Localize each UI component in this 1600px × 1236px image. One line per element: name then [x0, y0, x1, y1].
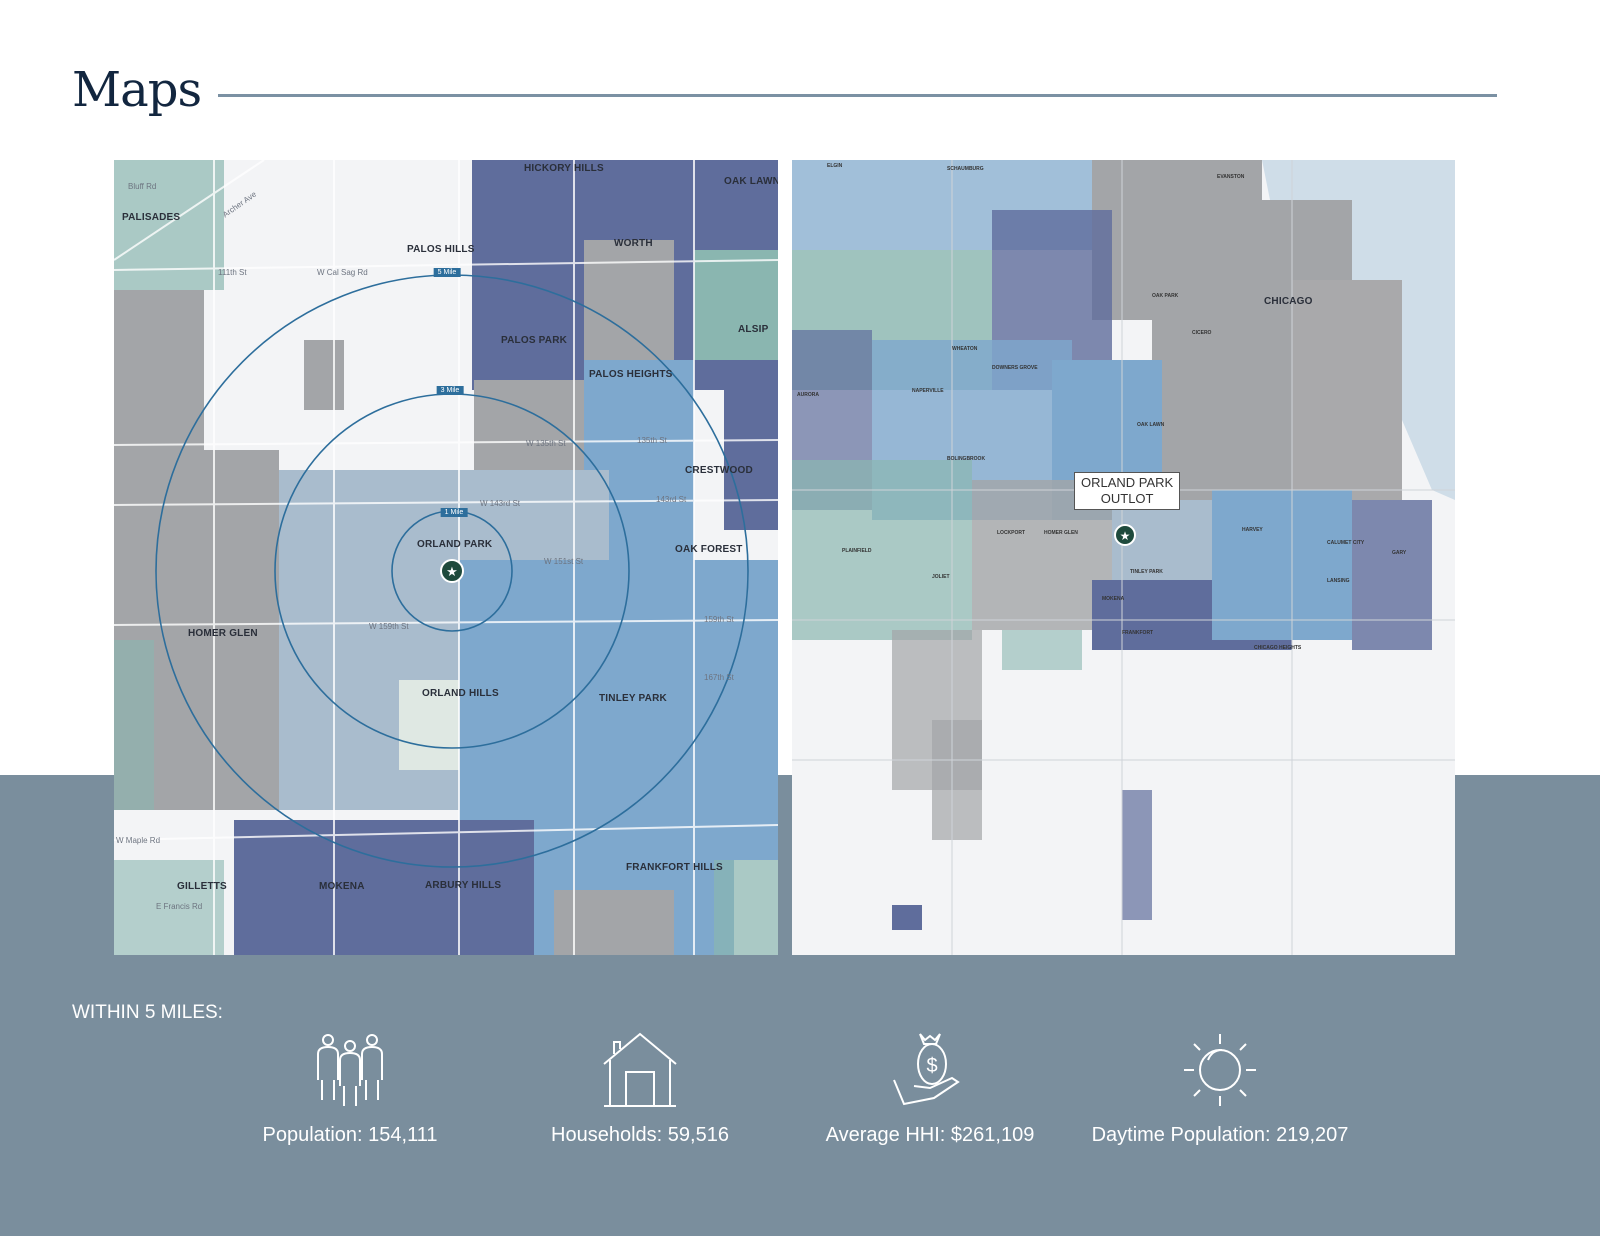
road-label: 159th St: [704, 615, 734, 624]
place-label: OAK LAWN: [724, 176, 778, 187]
place-label: EVANSTON: [1217, 174, 1245, 180]
place-label: FRANKFORT: [1122, 630, 1154, 636]
sun-icon: [1184, 1034, 1256, 1106]
place-label: OAK LAWN: [1137, 422, 1165, 428]
place-label: PALOS PARK: [501, 335, 568, 346]
stat-population: Population: 154,111: [200, 1030, 500, 1147]
stat-households: Households: 59,516: [490, 1030, 790, 1147]
road-label: 135th St: [637, 436, 667, 445]
subject-marker: ★: [1114, 524, 1136, 546]
ring-label-3-mile: 3 Mile: [436, 386, 464, 395]
stat-label: Population: 154,111: [262, 1124, 438, 1146]
place-label: HOMER GLEN: [1044, 530, 1078, 536]
stat-average-hhi: $ Average HHI: $261,109: [780, 1030, 1080, 1147]
money-bag-hand-icon: $: [893, 1033, 960, 1106]
place-label: AURORA: [797, 392, 819, 398]
road-label: W 159th St: [369, 622, 409, 631]
stat-daytime-population: Daytime Population: 219,207: [1070, 1030, 1370, 1147]
place-label: JOLIET: [932, 574, 950, 580]
place-label: ALSIP: [738, 324, 769, 335]
place-label: CHICAGO HEIGHTS: [1254, 645, 1302, 651]
road-label: 143rd St: [656, 495, 687, 504]
stat-label: Daytime Population: 219,207: [1091, 1124, 1349, 1146]
place-label: LOCKPORT: [997, 530, 1026, 536]
place-label: CICERO: [1192, 330, 1212, 336]
place-label: CHICAGO: [1264, 296, 1313, 307]
road-label: 111th St: [218, 268, 247, 277]
place-label: OAK FOREST: [675, 544, 743, 555]
place-label: GILLETTS: [177, 881, 227, 892]
place-label: HOMER GLEN: [188, 628, 258, 639]
place-label: HARVEY: [1242, 527, 1263, 533]
radius-map-canvas: ★: [114, 160, 778, 955]
place-label: GARY: [1392, 550, 1407, 556]
place-label: PALISADES: [122, 212, 181, 223]
svg-text:$: $: [926, 1055, 937, 1077]
road-label: E Francis Rd: [156, 902, 203, 911]
callout-line: ORLAND PARK: [1081, 475, 1174, 490]
road-label: W Cal Sag Rd: [317, 268, 368, 277]
road-label: 167th St: [704, 673, 734, 682]
place-label: ORLAND HILLS: [422, 688, 499, 699]
place-label: PALOS HILLS: [407, 244, 475, 255]
stat-label: Average HHI: $261,109: [825, 1124, 1035, 1146]
ring-label-5-mile: 5 Mile: [433, 268, 461, 277]
people-icon: [317, 1034, 383, 1106]
regional-map[interactable]: ★ CHICAGO ELGIN SCHAUMBURG NAPERVILLE AU…: [792, 160, 1455, 955]
radius-map[interactable]: ★ 5 Mile 3 Mile 1 Mile HICKORY HILLS OAK…: [114, 160, 778, 955]
place-label: PALOS HEIGHTS: [589, 369, 673, 380]
place-label: OAK PARK: [1152, 293, 1179, 299]
svg-text:★: ★: [446, 564, 458, 579]
place-label: ELGIN: [827, 163, 843, 169]
svg-text:★: ★: [1120, 529, 1131, 543]
place-label: CALUMET CITY: [1327, 540, 1365, 546]
callout-line: OUTLOT: [1100, 491, 1154, 506]
place-label: TINLEY PARK: [1130, 569, 1163, 575]
place-label: MOKENA: [319, 881, 365, 892]
place-label: ARBURY HILLS: [425, 880, 502, 891]
demographic-tiers: [792, 160, 1432, 930]
title-rule: [218, 94, 1497, 97]
place-label: WORTH: [614, 238, 653, 249]
road-label: W 143rd St: [480, 499, 521, 508]
subject-callout: ORLAND PARK OUTLOT: [1074, 472, 1181, 510]
place-label: CRESTWOOD: [685, 465, 753, 476]
page-title: Maps: [72, 62, 202, 118]
road-label: W 151st St: [544, 557, 584, 566]
road-label: Bluff Rd: [128, 182, 157, 191]
place-label: TINLEY PARK: [599, 693, 667, 704]
stat-label: Households: 59,516: [551, 1124, 729, 1146]
place-label: SCHAUMBURG: [947, 166, 984, 172]
road-label: W 135th St: [526, 439, 566, 448]
road-grid: [114, 160, 778, 955]
place-label: WHEATON: [952, 346, 978, 352]
place-label: ORLAND PARK: [417, 539, 493, 550]
place-label: FRANKFORT HILLS: [626, 862, 723, 873]
place-label: BOLINGBROOK: [947, 456, 986, 462]
place-label: PLAINFIELD: [842, 548, 872, 554]
ring-label-1-mile: 1 Mile: [440, 508, 468, 517]
regional-map-canvas: ★: [792, 160, 1455, 955]
subject-marker: ★: [440, 559, 464, 583]
place-label: HICKORY HILLS: [524, 163, 604, 174]
house-icon: [603, 1032, 677, 1107]
place-label: MOKENA: [1102, 596, 1125, 602]
road-label: W Maple Rd: [116, 836, 161, 845]
place-label: DOWNERS GROVE: [992, 365, 1038, 371]
place-label: LANSING: [1327, 578, 1350, 584]
place-label: NAPERVILLE: [912, 388, 944, 394]
stats-heading: WITHIN 5 MILES:: [72, 1002, 223, 1023]
